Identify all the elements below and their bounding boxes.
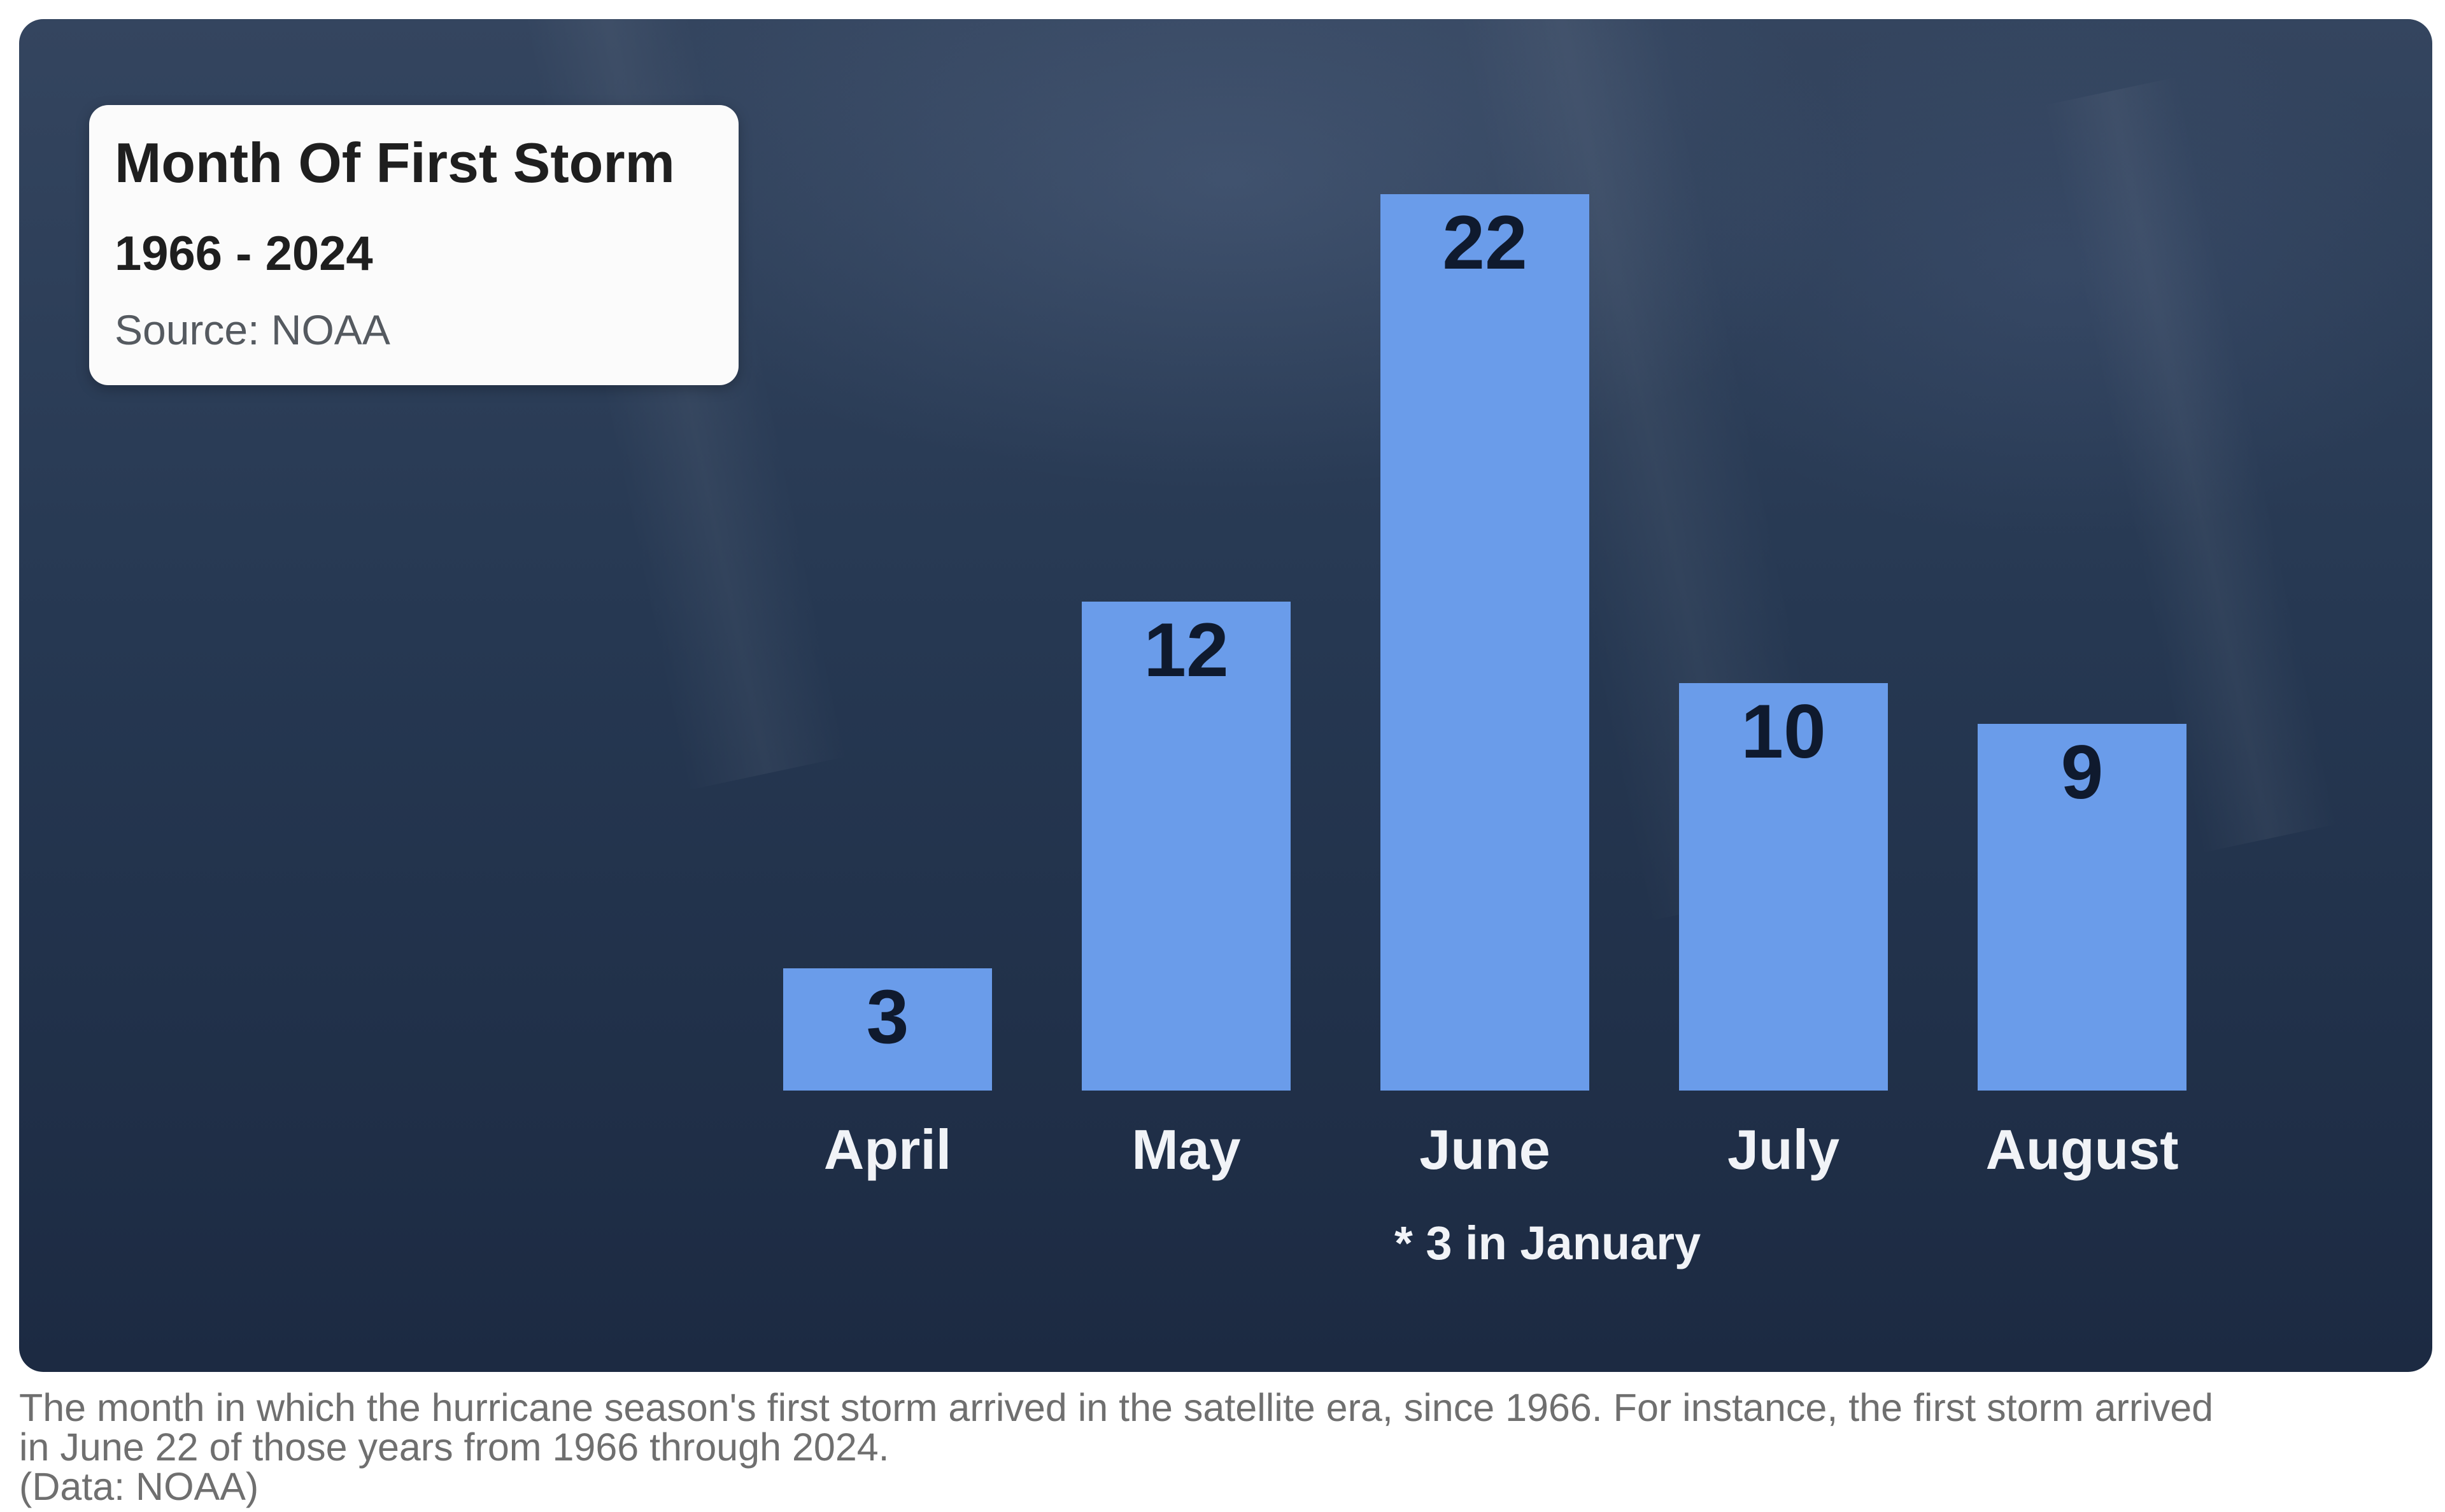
bar-july xyxy=(1679,683,1888,1091)
category-label-august: August xyxy=(1985,1118,2178,1181)
caption-line-2: in June 22 of those years from 1966 thro… xyxy=(19,1425,889,1469)
data-label-april: 3 xyxy=(867,974,909,1059)
chart-source: Source: NOAA xyxy=(115,306,390,353)
chart-title: Month Of First Storm xyxy=(115,131,675,194)
caption-line-1: The month in which the hurricane season'… xyxy=(19,1386,2214,1429)
category-label-april: April xyxy=(824,1118,951,1181)
title-box: Month Of First Storm 1966 - 2024 Source:… xyxy=(89,105,739,385)
data-label-august: 9 xyxy=(2061,730,2104,815)
category-label-july: July xyxy=(1727,1118,1839,1181)
category-label-may: May xyxy=(1131,1118,1240,1181)
data-label-july: 10 xyxy=(1741,689,1825,774)
chart-card: 3 April 12 May 22 June 10 July 9 August Month Of … xyxy=(19,19,2432,1372)
bar-august xyxy=(1978,724,2186,1091)
caption-line-3: (Data: NOAA) xyxy=(19,1465,259,1508)
bar-chart: 3 April 12 May 22 June 10 July 9 August xyxy=(783,194,2186,1181)
category-label-june: June xyxy=(1419,1118,1550,1181)
chart-footnote: * 3 in January xyxy=(1394,1217,1701,1269)
data-label-june: 22 xyxy=(1442,200,1527,285)
bar-june xyxy=(1380,194,1589,1091)
data-label-may: 12 xyxy=(1144,607,1228,693)
bar-may xyxy=(1082,602,1291,1091)
caption: The month in which the hurricane season'… xyxy=(19,1388,2439,1506)
bar-april xyxy=(783,968,992,1091)
chart-subtitle: 1966 - 2024 xyxy=(115,227,373,281)
